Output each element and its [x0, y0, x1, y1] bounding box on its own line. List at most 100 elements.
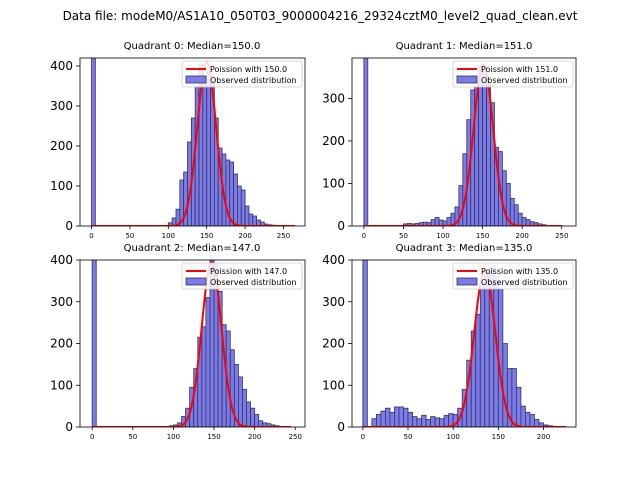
histogram-bar — [91, 58, 96, 226]
histogram-bar — [517, 212, 523, 226]
legend-observed-label: Observed distribution — [481, 76, 568, 85]
histogram-bar — [398, 406, 404, 427]
histogram-bar — [407, 411, 413, 427]
histogram-bar — [513, 204, 519, 226]
histogram-bar — [501, 170, 507, 226]
legend-poisson-label: Poission with 147.0 — [210, 267, 287, 276]
poisson-curve — [91, 60, 296, 226]
histogram-bar — [529, 414, 535, 427]
histogram-bar — [375, 414, 382, 427]
x-tick-label: 250 — [277, 232, 290, 240]
quadrant-3-title: Quadrant 3: Median=135.0 — [396, 243, 533, 254]
x-tick-label: 200 — [537, 433, 550, 441]
y-tick-label: 400 — [50, 253, 73, 267]
x-tick-label: 0 — [89, 232, 93, 240]
x-tick-label: 250 — [555, 232, 568, 240]
poisson-curve — [92, 260, 292, 427]
quadrant-0-title: Quadrant 0: Median=150.0 — [124, 41, 261, 52]
quadrant-0-legend: Poission with 150.0 Observed distribution — [181, 60, 303, 88]
quadrant-3-legend: Poission with 135.0 Observed distribution — [452, 262, 574, 290]
histogram-bar — [380, 410, 386, 427]
poisson-curve — [362, 269, 567, 427]
histogram-bar — [252, 215, 258, 226]
legend-poisson-label: Poission with 135.0 — [481, 267, 558, 276]
histogram-bar — [482, 70, 487, 226]
x-tick-label: 150 — [492, 433, 505, 441]
histogram-bar — [421, 414, 427, 427]
x-tick-label: 250 — [289, 433, 302, 441]
histogram-bar — [201, 326, 207, 427]
histogram-bar — [443, 414, 450, 427]
histogram-bar — [229, 161, 234, 226]
histogram-bar — [237, 376, 243, 427]
figure-suptitle: Data file: modeM0/AS1A10_050T03_90000042… — [63, 9, 578, 23]
y-tick-label: 100 — [50, 179, 73, 193]
histogram-bar — [479, 284, 486, 427]
y-tick-label: 400 — [322, 253, 345, 267]
y-tick-label: 200 — [50, 337, 73, 351]
x-tick-label: 50 — [125, 232, 134, 240]
quadrant-2-chart: Quadrant 2: Median=147.0 0 100 200 300 400 0 5… — [50, 243, 306, 441]
histogram-bar — [416, 418, 422, 427]
histogram-bar — [434, 217, 440, 226]
quadrant-0-axes-frame — [79, 57, 306, 227]
x-tick-label: 0 — [361, 433, 365, 441]
legend-poisson-label: Poission with 150.0 — [210, 65, 287, 74]
y-tick-label: 200 — [322, 134, 345, 148]
y-tick-label: 300 — [50, 99, 73, 113]
y-tick-label: 0 — [337, 420, 345, 434]
histogram-bar — [430, 416, 436, 427]
legend-bar-swatch — [185, 277, 207, 286]
quadrant-3-chart: Quadrant 3: Median=135.0 0 100 200 300 400 0 5… — [322, 243, 577, 441]
x-tick-label: 150 — [207, 433, 220, 441]
y-tick-label: 200 — [322, 337, 345, 351]
histogram-bar — [202, 75, 208, 226]
histogram-bar — [484, 272, 490, 427]
y-tick-label: 300 — [322, 295, 345, 309]
histogram-bar — [242, 389, 247, 427]
histogram-bar — [250, 407, 256, 427]
histogram-bar — [385, 407, 391, 427]
poisson-curve — [363, 63, 562, 226]
histogram-bar — [412, 416, 418, 427]
quadrant-0-chart: Quadrant 0: Median=150.0 0 100 200 300 400 0 5… — [50, 41, 306, 240]
legend-box — [181, 60, 303, 88]
legend-observed-label: Observed distribution — [210, 278, 297, 287]
histogram-bar — [403, 407, 409, 427]
x-tick-label: 150 — [200, 232, 213, 240]
x-tick-label: 50 — [399, 232, 408, 240]
histogram-bar — [205, 297, 211, 427]
x-tick-label: 0 — [362, 232, 366, 240]
y-tick-label: 0 — [337, 219, 345, 233]
legend-poisson-label: Poission with 151.0 — [481, 65, 558, 74]
y-tick-label: 100 — [50, 378, 73, 392]
histogram-bar — [206, 71, 211, 226]
x-tick-label: 200 — [238, 232, 251, 240]
histogram-bar — [371, 418, 377, 427]
quadrant-2-title: Quadrant 2: Median=147.0 — [124, 243, 261, 254]
histogram-bar — [525, 411, 531, 427]
y-tick-label: 100 — [322, 378, 345, 392]
histogram-bar — [237, 185, 242, 226]
quadrant-2-legend: Poission with 147.0 Observed distribution — [181, 262, 303, 290]
histogram-bar — [91, 260, 97, 427]
quadrant-1-title: Quadrant 1: Median=151.0 — [396, 41, 533, 52]
histogram-bar — [515, 386, 522, 427]
legend-bar-swatch — [185, 75, 207, 84]
quadrant-1-chart: Quadrant 1: Median=151.0 0 100 200 300 0 50 10… — [322, 41, 577, 240]
x-tick-label: 50 — [404, 433, 413, 441]
x-tick-label: 200 — [248, 433, 261, 441]
histogram-bar — [434, 417, 441, 427]
x-tick-label: 100 — [446, 433, 459, 441]
legend-box — [181, 262, 303, 290]
histogram-bar — [425, 419, 431, 427]
y-tick-label: 100 — [322, 176, 345, 190]
histogram-bar — [521, 217, 527, 226]
histogram-bar — [502, 343, 508, 427]
quadrant-1-legend: Poission with 151.0 Observed distribution — [452, 60, 574, 88]
histogram-bar — [439, 418, 445, 427]
histogram-bar — [362, 260, 368, 427]
x-tick-label: 200 — [515, 232, 528, 240]
legend-bar-swatch — [456, 277, 478, 286]
